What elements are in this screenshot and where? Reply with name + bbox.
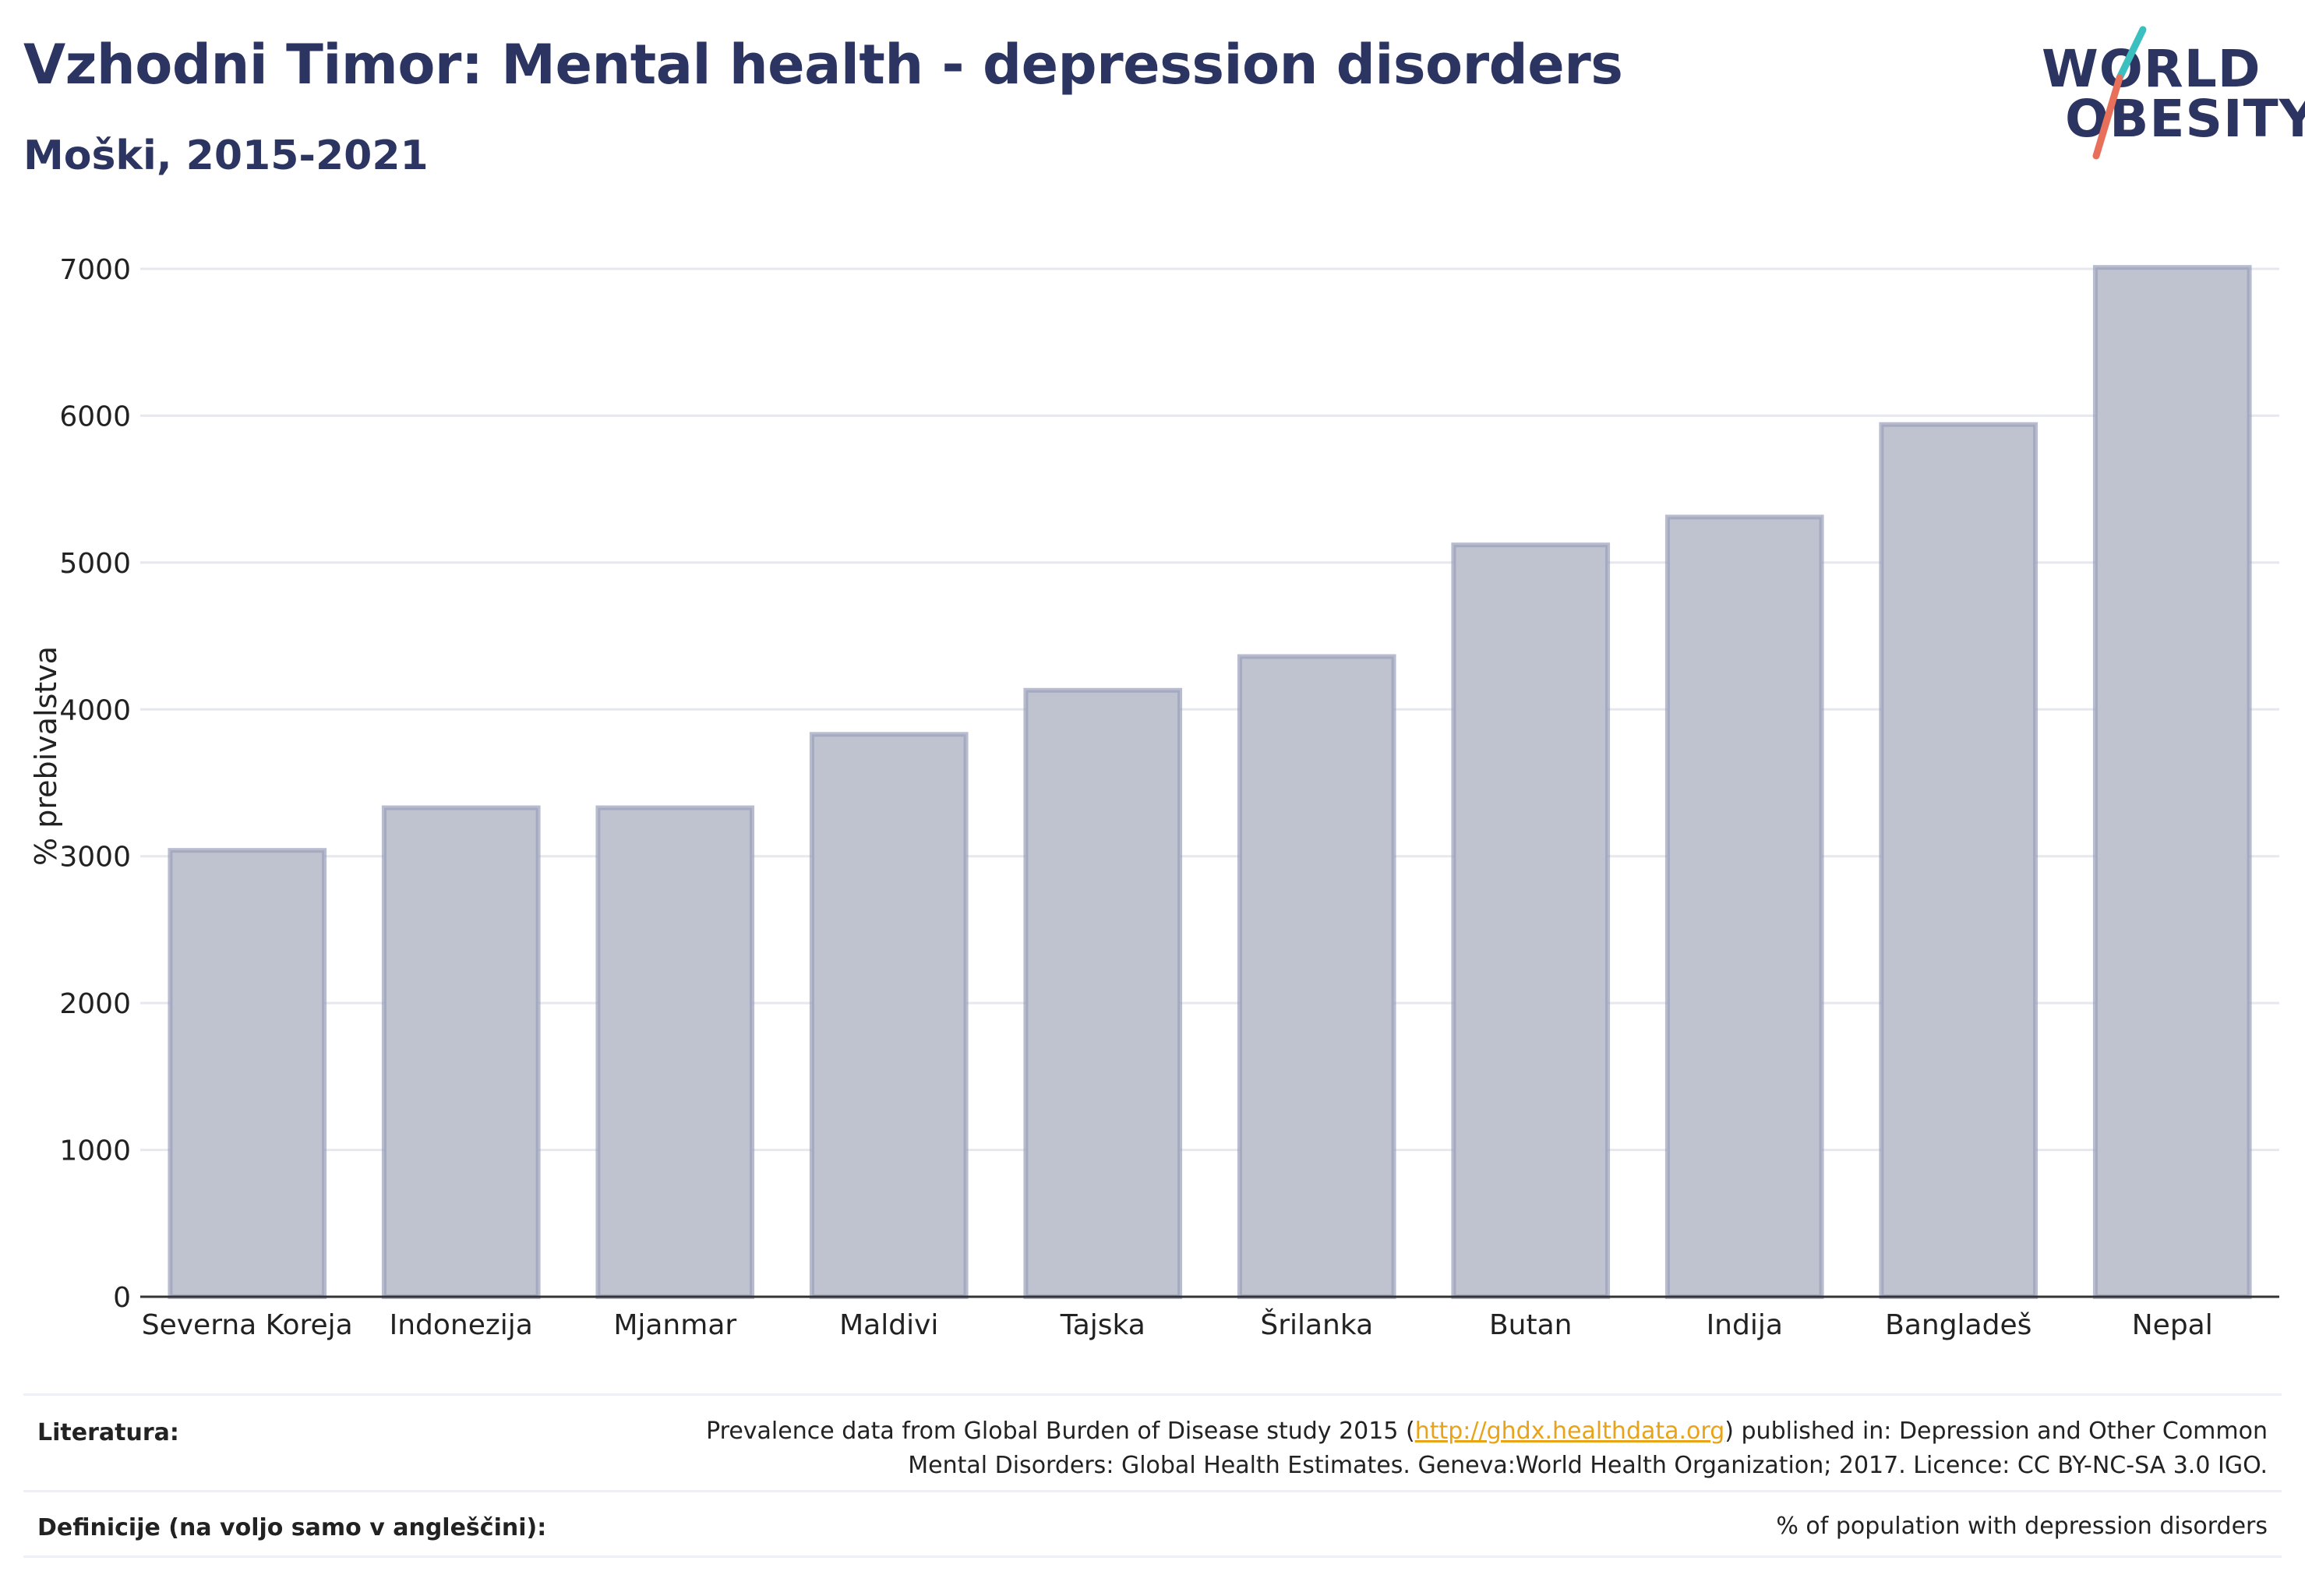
x-tick-label: Indija [1707, 1309, 1783, 1341]
y-tick-label: 7000 [59, 254, 131, 286]
bar[interactable] [1451, 542, 1611, 1299]
y-tick-label: 4000 [59, 694, 131, 726]
y-tick-label: 5000 [59, 548, 131, 580]
x-tick-label: Mjanmar [613, 1309, 736, 1341]
footer-sources-row: Literatura: Prevalence data from Global … [23, 1393, 2282, 1492]
world-obesity-logo[interactable]: WORLD OBESITY [2026, 23, 2305, 164]
bar[interactable] [1023, 687, 1183, 1299]
chart-subtitle: Moški, 2015-2021 [23, 132, 429, 179]
sources-label: Literatura: [37, 1419, 179, 1446]
y-axis-label: % prebivalstva [29, 646, 63, 866]
bar[interactable] [1664, 514, 1824, 1299]
bar[interactable] [168, 848, 327, 1299]
y-tick-label: 0 [113, 1282, 131, 1314]
footer-bottom-rule [23, 1555, 2282, 1558]
sources-line-2: Mental Disorders: Global Health Estimate… [908, 1452, 2268, 1479]
chart-title: Vzhodni Timor: Mental health - depressio… [23, 33, 1623, 97]
sources-link[interactable]: http://ghdx.healthdata.org [1414, 1418, 1725, 1445]
y-tick-label: 6000 [59, 401, 131, 433]
definitions-text: % of population with depression disorder… [1776, 1513, 2268, 1540]
bars [168, 265, 2252, 1300]
sources-text: Prevalence data from Global Burden of Di… [706, 1414, 2268, 1483]
y-tick-label: 3000 [59, 842, 131, 874]
bar[interactable] [1237, 654, 1396, 1299]
logo-line-1: WORLD [2042, 39, 2261, 99]
sources-text-before: Prevalence data from Global Burden of Di… [706, 1418, 1415, 1445]
x-tick-label: Bangladeš [1885, 1309, 2031, 1341]
x-tick-label: Indonezija [390, 1309, 533, 1341]
x-tick-label: Nepal [2132, 1309, 2213, 1341]
bar[interactable] [809, 732, 969, 1299]
bar[interactable] [1879, 422, 2038, 1300]
axes: 0 1000 2000 3000 4000 5000 6000 7000 Severna Kor… [59, 254, 2279, 1341]
sources-text-after: ) published in: Depression and Other Com… [1724, 1418, 2268, 1445]
definitions-label: Definicije (na voljo samo v angleščini): [37, 1514, 547, 1541]
bar[interactable] [381, 805, 541, 1299]
logo-slash-icon [2092, 26, 2147, 160]
x-tick-label: Severna Koreja [142, 1309, 353, 1341]
x-tick-label: Tajska [1060, 1309, 1145, 1341]
x-tick-label: Butan [1489, 1309, 1573, 1341]
bar-chart: 0 1000 2000 3000 4000 5000 6000 7000 Severna Kor… [29, 254, 2279, 1341]
bar[interactable] [2092, 265, 2252, 1299]
bar[interactable] [595, 805, 755, 1299]
y-tick-label: 2000 [59, 988, 131, 1020]
y-tick-label: 1000 [59, 1135, 131, 1167]
footer-definitions-row: Definicije (na voljo samo v angleščini):… [23, 1490, 2282, 1558]
x-tick-label: Maldivi [839, 1309, 938, 1341]
x-tick-label: Šrilanka [1260, 1308, 1373, 1341]
